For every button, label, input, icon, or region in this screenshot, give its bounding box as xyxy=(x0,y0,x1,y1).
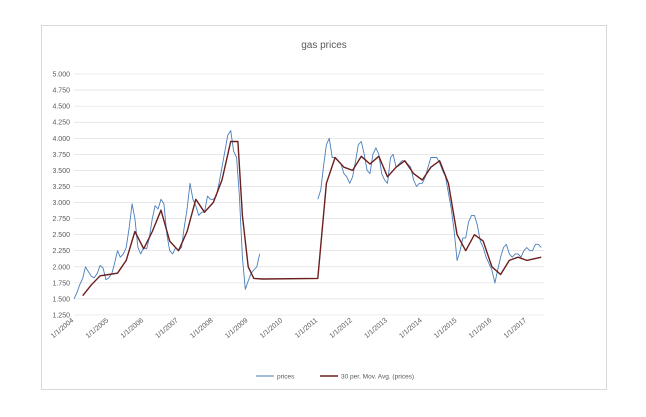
x-tick-label: 1/1/2015 xyxy=(433,317,458,340)
y-tick-label: 1.250 xyxy=(52,313,70,320)
y-tick-label: 2.750 xyxy=(52,216,70,223)
legend: prices 30 per. Mov. Avg. (prices) xyxy=(256,374,414,381)
y-axis-tick-labels: 1.250 1.500 1.750 2.000 2.250 2.500 2.750 3.000… xyxy=(52,72,70,320)
series-moving-average xyxy=(82,140,542,297)
series-line xyxy=(317,137,542,284)
x-tick-label: 1/1/2008 xyxy=(189,317,214,340)
y-tick-label: 4.750 xyxy=(52,88,70,95)
legend-label: 30 per. Mov. Avg. (prices) xyxy=(341,374,414,381)
x-tick-label: 1/1/2006 xyxy=(120,317,145,340)
line-chart: gas prices 1.250 1.500 1.750 2.000 2.250 2.50… xyxy=(50,40,544,381)
x-tick-label: 1/1/2017 xyxy=(503,317,528,340)
y-tick-label: 2.000 xyxy=(52,264,70,271)
x-axis-tick-labels: 1/1/2004 1/1/2005 1/1/2006 1/1/2007 1/1/2008… xyxy=(50,317,528,340)
y-tick-label: 2.500 xyxy=(52,232,70,239)
y-tick-label: 1.500 xyxy=(52,296,70,303)
x-tick-label: 1/1/2011 xyxy=(294,317,319,340)
series-prices xyxy=(73,130,542,300)
series-line xyxy=(82,140,542,297)
x-tick-label: 1/1/2016 xyxy=(468,317,493,340)
x-tick-label: 1/1/2014 xyxy=(398,317,423,340)
chart-area: gas prices 1.250 1.500 1.750 2.000 2.250 2.50… xyxy=(41,25,607,390)
y-tick-label: 4.000 xyxy=(52,136,70,143)
x-tick-label: 1/1/2009 xyxy=(224,317,249,340)
y-tick-label: 3.000 xyxy=(52,200,70,207)
x-tick-label: 1/1/2013 xyxy=(363,317,388,340)
y-tick-label: 4.500 xyxy=(52,104,70,111)
x-tick-label: 1/1/2004 xyxy=(50,317,75,340)
legend-label: prices xyxy=(277,374,295,381)
y-tick-label: 2.250 xyxy=(52,248,70,255)
y-tick-label: 3.250 xyxy=(52,184,70,191)
x-tick-label: 1/1/2010 xyxy=(259,317,284,340)
y-tick-label: 3.750 xyxy=(52,152,70,159)
y-tick-label: 4.250 xyxy=(52,120,70,127)
gridlines xyxy=(74,73,544,316)
y-tick-label: 1.750 xyxy=(52,280,70,287)
x-tick-label: 1/1/2007 xyxy=(154,317,179,340)
series-line xyxy=(73,130,261,300)
x-tick-label: 1/1/2012 xyxy=(329,317,354,340)
series-lines xyxy=(73,130,542,300)
y-tick-label: 5.000 xyxy=(52,72,70,79)
y-tick-label: 3.500 xyxy=(52,168,70,175)
chart-title: gas prices xyxy=(301,40,347,51)
x-tick-label: 1/1/2005 xyxy=(85,317,110,340)
